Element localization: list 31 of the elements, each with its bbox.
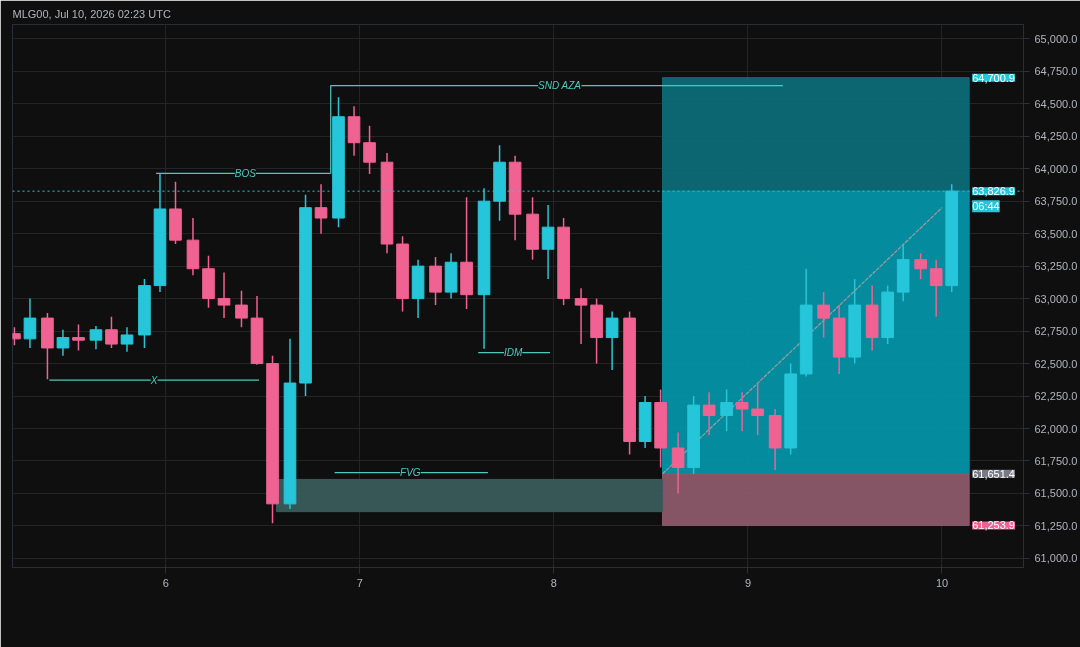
- y-tick-label: 61,250.0: [1034, 519, 1078, 532]
- y-tick-label: 63,000.0: [1034, 292, 1078, 305]
- annotation: X: [149, 374, 158, 386]
- y-tick-label: 64,250.0: [1034, 130, 1078, 143]
- annotation: SND AZA: [538, 80, 582, 92]
- y-tick-label: 63,500.0: [1034, 227, 1078, 240]
- y-tick-label: 63,250.0: [1034, 260, 1078, 273]
- x-tick-label: 8: [550, 576, 557, 589]
- y-tick-label: 61,500.0: [1034, 487, 1078, 500]
- y-tick-label: 64,500.0: [1034, 97, 1078, 110]
- annotation: 61,651.4: [972, 467, 1015, 480]
- ref-line-label: 63,826.9: [972, 185, 1015, 198]
- y-tick-label: 62,750.0: [1034, 325, 1078, 338]
- annotation: BOS: [234, 167, 257, 179]
- x-tick-label: 9: [744, 576, 752, 589]
- y-tick-label: 62,250.0: [1034, 390, 1078, 403]
- x-tick-label: 7: [356, 576, 363, 589]
- y-tick-label: 63,750.0: [1034, 195, 1078, 208]
- y-tick-label: 62,500.0: [1034, 357, 1078, 370]
- x-tick-label: 10: [935, 576, 949, 589]
- y-tick-label: 61,000.0: [1034, 552, 1078, 565]
- y-tick-label: 64,750.0: [1034, 65, 1078, 78]
- annotation: 06:44: [972, 200, 1000, 213]
- annotation: 61,253.9: [972, 519, 1015, 532]
- y-tick-label: 65,000.0: [1034, 32, 1078, 45]
- y-tick-label: 64,000.0: [1034, 162, 1078, 175]
- x-tick-label: 6: [162, 576, 169, 589]
- chart-title: MLG00, Jul 10, 2026 02:23 UTC: [12, 7, 171, 20]
- y-tick-label: 61,750.0: [1034, 454, 1078, 467]
- annotation: 64,700.9: [972, 71, 1015, 84]
- y-tick-label: 62,000.0: [1034, 422, 1078, 435]
